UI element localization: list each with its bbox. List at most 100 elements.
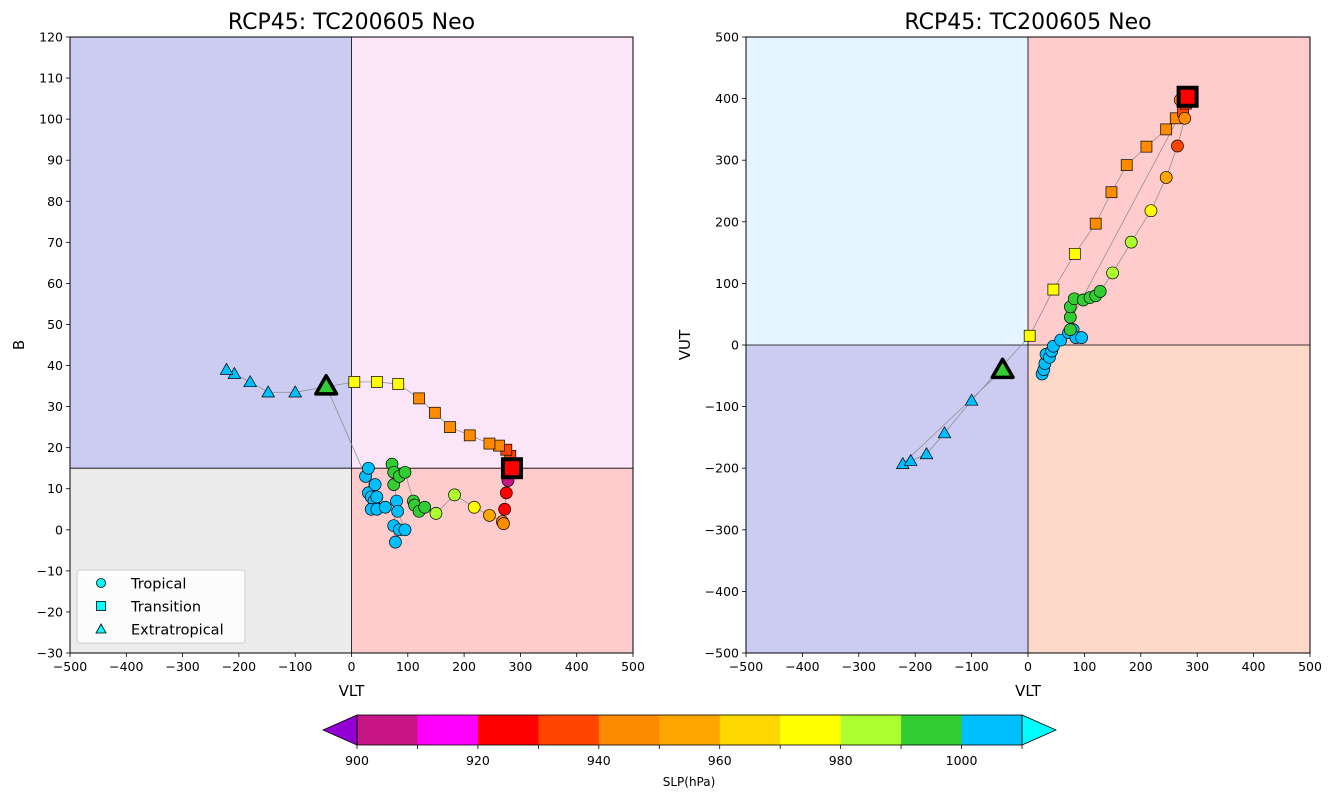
y-tick-label: 500: [715, 30, 739, 45]
track-point: [498, 502, 511, 516]
track-point: [1089, 217, 1102, 230]
y-tick-label: 50: [47, 317, 63, 332]
track-point: [362, 461, 375, 475]
y-tick-label: 40: [47, 358, 63, 373]
track-point: [1068, 247, 1081, 260]
track-point: [219, 362, 234, 375]
track-point: [370, 490, 384, 504]
legend-square-marker: [96, 601, 106, 611]
y-tick-label: −300: [705, 522, 739, 537]
track-point: [1105, 186, 1118, 199]
track-point: [418, 500, 432, 514]
y-axis-label-vut-vlt: VUT: [676, 329, 694, 360]
colorbar-tick-label: 960: [708, 753, 732, 768]
y-tick-label: 0: [55, 522, 63, 537]
x-tick-label: −100: [954, 659, 988, 674]
colorbar-label: SLP(hPa): [663, 775, 716, 789]
colorbar-segment: [477, 715, 539, 745]
colorbar-tick-label: 1000: [946, 753, 978, 768]
x-tick-label: −200: [222, 659, 256, 674]
track-point: [499, 486, 513, 500]
track-point: [904, 454, 918, 466]
track-point: [444, 421, 456, 433]
chart-b-vs-vlt: RCP45: TC200605 Neo VLT B −500 −400 −300 −2…: [10, 10, 645, 700]
x-tick-label: 100: [396, 659, 420, 674]
colorbar-segment: [659, 715, 721, 745]
quadrant-upper-right: [351, 37, 633, 469]
colorbar-segment: [780, 715, 842, 745]
track-point: [398, 523, 412, 537]
y-tick-label: 400: [715, 91, 739, 106]
track-point: [483, 437, 496, 450]
legend-label-extratropical: Extratropical: [131, 623, 224, 639]
x-tick-label: −500: [729, 659, 763, 674]
track-point: [1120, 159, 1133, 171]
legend-circle-marker: [96, 578, 106, 588]
colorbar-segment: [357, 715, 418, 745]
y-tick-label: 110: [39, 71, 63, 86]
colorbar-frame: [356, 714, 1023, 746]
track-point: [1093, 285, 1107, 298]
quadrant-upper-left: [746, 37, 1028, 345]
colorbar-tick-label: 900: [345, 753, 369, 768]
y-tick-label: 10: [47, 481, 63, 496]
quadrant-lower-left: [746, 345, 1028, 653]
legend-label-transition: Transition: [130, 600, 201, 616]
end-marker: [1176, 85, 1199, 108]
y-tick-label: 0: [731, 338, 739, 353]
track-point: [1178, 111, 1192, 125]
track-point: [348, 376, 361, 388]
colorbar-under-arrow: [322, 714, 358, 746]
x-tick-label: −500: [53, 659, 87, 674]
y-tick-label: 60: [47, 276, 63, 291]
track-point: [1054, 333, 1068, 347]
track-point: [428, 406, 441, 419]
legend: Tropical Transition Extratropical: [76, 569, 246, 644]
x-tick-label: 300: [508, 659, 532, 674]
colorbar: SLP(hPa) 900 920 940 960 980 1000: [322, 714, 1057, 789]
track-point: [1144, 204, 1158, 218]
start-marker: [314, 373, 339, 396]
track-point: [1075, 331, 1088, 344]
track-point: [413, 392, 425, 405]
y-tick-label: −100: [705, 399, 739, 414]
track-point: [483, 509, 496, 522]
track-point: [1140, 140, 1153, 153]
y-tick-label: 300: [715, 153, 739, 168]
colorbar-tick-label: 980: [829, 753, 853, 768]
track-point: [463, 429, 476, 442]
x-tick-label: 300: [1185, 659, 1209, 674]
x-tick-label: −300: [165, 659, 199, 674]
end-marker: [500, 457, 523, 480]
track-point: [429, 507, 443, 520]
y-tick-label: −30: [37, 646, 63, 661]
track-point: [937, 426, 952, 439]
y-tick-label: −20: [37, 604, 63, 619]
y-tick-label: 200: [715, 214, 739, 229]
y-tick-label: −10: [37, 563, 63, 578]
y-axis-label-b-vlt: B: [10, 340, 28, 350]
track-point: [1047, 283, 1060, 296]
x-tick-label: 100: [1072, 659, 1096, 674]
quadrant-upper-left: [70, 37, 352, 469]
y-tick-label: 100: [715, 276, 739, 291]
track-point: [288, 385, 302, 398]
x-tick-label: −300: [842, 659, 876, 674]
x-tick-label: 200: [452, 659, 476, 674]
track-point: [467, 500, 481, 514]
track-point: [1159, 171, 1173, 184]
legend-label-tropical: Tropical: [130, 577, 186, 593]
quadrant-lower-right: [1028, 345, 1310, 653]
track-point: [368, 478, 382, 491]
chart-title-b-vlt: RCP45: TC200605 Neo: [228, 10, 475, 35]
colorbar-tick-label: 920: [466, 753, 490, 768]
x-tick-label: −400: [785, 659, 819, 674]
y-tick-label: 30: [47, 399, 63, 414]
x-axis-label-vut-vlt: VLT: [1015, 682, 1042, 700]
colorbar-over-arrow: [1021, 714, 1057, 746]
colorbar-segment: [901, 715, 963, 745]
chart-title-vut-vlt: RCP45: TC200605 Neo: [904, 10, 1151, 35]
track-point: [370, 376, 383, 388]
track-point: [1023, 329, 1036, 342]
x-tick-label: −200: [898, 659, 932, 674]
